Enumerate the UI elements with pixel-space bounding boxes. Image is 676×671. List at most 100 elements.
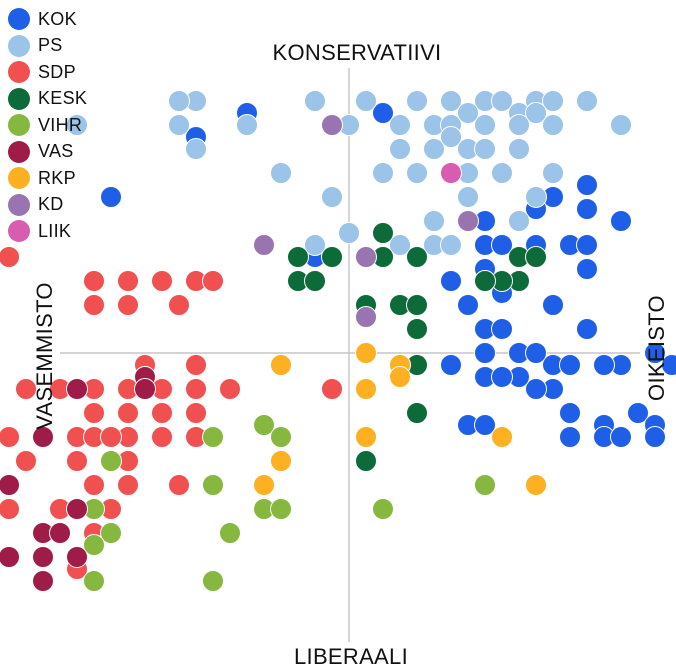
legend-label: VIHR	[38, 114, 83, 135]
point-kok	[491, 318, 513, 340]
legend-swatch	[8, 193, 30, 216]
point-kok	[627, 402, 649, 424]
legend-label: KD	[38, 194, 64, 215]
point-kd	[355, 246, 377, 268]
point-kesk	[525, 246, 547, 268]
legend-swatch	[8, 220, 30, 243]
point-sdp	[321, 378, 343, 400]
point-vas	[66, 546, 88, 568]
point-sdp	[185, 402, 207, 424]
legend-item-sdp: SDP	[8, 59, 87, 86]
point-ps	[168, 90, 190, 112]
point-ps	[338, 222, 360, 244]
point-ps	[542, 162, 564, 184]
point-kesk	[321, 246, 343, 268]
point-ps	[542, 114, 564, 136]
point-kesk	[406, 318, 428, 340]
point-ps	[440, 126, 462, 148]
point-ps	[474, 138, 496, 160]
point-sdp	[83, 474, 105, 496]
legend: KOK PS SDP KESK VIHR VAS RKP KD LIIK	[8, 6, 87, 245]
legend-item-rkp: RKP	[8, 165, 87, 192]
legend-label: PS	[38, 35, 63, 56]
point-rkp	[355, 426, 377, 448]
point-kok	[593, 354, 615, 376]
point-sdp	[83, 270, 105, 292]
point-sdp	[168, 474, 190, 496]
point-sdp	[15, 450, 37, 472]
point-kesk	[406, 294, 428, 316]
point-ps	[457, 186, 479, 208]
point-vihr	[83, 534, 105, 556]
point-ps	[389, 138, 411, 160]
point-ps	[406, 90, 428, 112]
point-ps	[440, 234, 462, 256]
legend-item-kd: KD	[8, 192, 87, 219]
point-ps	[423, 138, 445, 160]
point-ps	[457, 102, 479, 124]
point-ps	[610, 114, 632, 136]
point-kok	[559, 402, 581, 424]
point-vihr	[83, 570, 105, 592]
legend-swatch	[8, 61, 30, 84]
point-kesk	[372, 222, 394, 244]
point-kesk	[406, 246, 428, 268]
point-ps	[304, 90, 326, 112]
point-sdp	[117, 270, 139, 292]
point-rkp	[253, 474, 275, 496]
point-kesk	[406, 402, 428, 424]
point-kok	[525, 378, 547, 400]
point-vas	[0, 474, 20, 496]
point-sdp	[185, 378, 207, 400]
point-kok	[610, 426, 632, 448]
point-vas	[32, 546, 54, 568]
point-vas	[66, 498, 88, 520]
point-kok	[644, 342, 666, 364]
point-kok	[576, 174, 598, 196]
axis-label-left: VASEMMISTO	[32, 282, 57, 430]
point-vas	[0, 546, 20, 568]
point-kok	[559, 354, 581, 376]
point-vihr	[202, 474, 224, 496]
point-ps	[508, 210, 530, 232]
point-sdp	[219, 378, 241, 400]
legend-swatch	[8, 167, 30, 190]
point-kok	[542, 294, 564, 316]
legend-item-ps: PS	[8, 33, 87, 60]
point-rkp	[491, 426, 513, 448]
point-sdp	[168, 294, 190, 316]
point-kok	[474, 414, 496, 436]
point-kesk	[355, 450, 377, 472]
legend-label: KESK	[38, 88, 88, 109]
point-kd	[253, 234, 275, 256]
point-vihr	[219, 522, 241, 544]
point-sdp	[0, 426, 20, 448]
point-ps	[236, 114, 258, 136]
point-vas	[32, 426, 54, 448]
legend-swatch	[8, 8, 30, 31]
legend-item-vihr: VIHR	[8, 112, 87, 139]
point-sdp	[117, 402, 139, 424]
point-sdp	[151, 426, 173, 448]
point-sdp	[151, 402, 173, 424]
point-ps	[525, 102, 547, 124]
point-ps	[508, 138, 530, 160]
point-kok	[610, 210, 632, 232]
point-kok	[576, 258, 598, 280]
point-sdp	[117, 294, 139, 316]
point-rkp	[355, 378, 377, 400]
point-vas	[66, 378, 88, 400]
point-kok	[474, 342, 496, 364]
point-ps	[389, 234, 411, 256]
legend-label: RKP	[38, 167, 76, 188]
data-points	[0, 90, 676, 592]
axis-label-top: KONSERVATIIVI	[273, 40, 442, 65]
point-ps	[508, 114, 530, 136]
point-kok	[559, 426, 581, 448]
point-ps	[576, 90, 598, 112]
point-sdp	[151, 270, 173, 292]
point-vihr	[474, 474, 496, 496]
point-kok	[440, 270, 462, 292]
point-rkp	[270, 450, 292, 472]
